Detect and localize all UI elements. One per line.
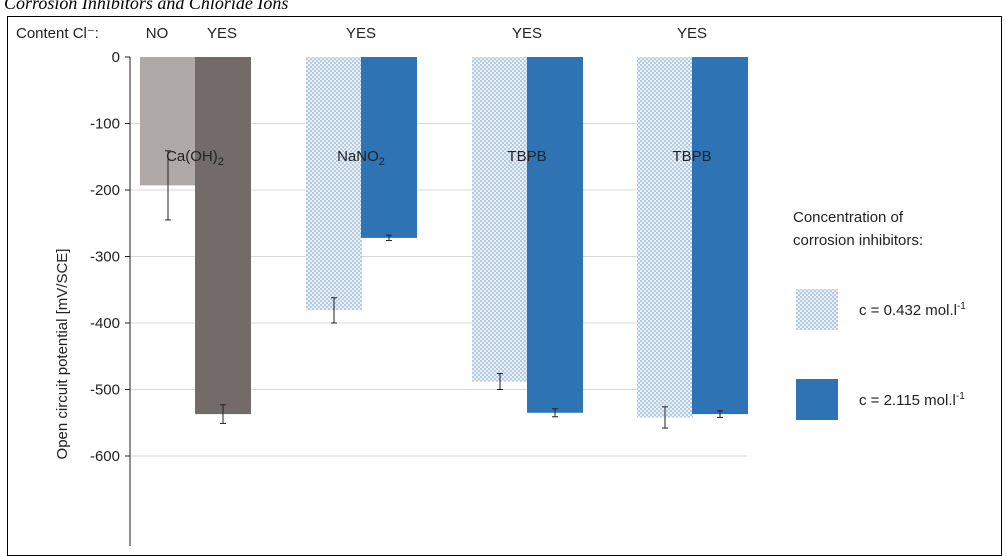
chloride-flag: YES (346, 25, 376, 42)
chloride-header: Content Cl⁻: (16, 25, 99, 42)
y-axis: 0 -100 -200 -300 -400 -500 -600 Open circuit po… (54, 49, 131, 546)
legend-title: corrosion inhibitors: (793, 232, 923, 249)
bar (637, 57, 693, 418)
legend-label: c = 0.432 mol.l-1 (859, 301, 966, 319)
y-axis-title: Open circuit potential [mV/SCE] (54, 249, 71, 460)
page-title: Corrosion Inhibitors and Chloride Ions (4, 0, 289, 13)
group-label: Ca(OH)2 (166, 148, 224, 168)
y-tick-label: -200 (90, 182, 120, 199)
y-tick-label: -100 (90, 116, 120, 133)
y-tick-label: -600 (90, 448, 120, 465)
y-tick-label: -500 (90, 382, 120, 399)
bars (140, 57, 748, 418)
bar (195, 57, 251, 415)
legend-swatch (796, 289, 838, 330)
legend-label: c = 2.115 mol.l-1 (859, 391, 965, 409)
labels: Content Cl⁻: NO YES YES YES YES Ca(OH)2 NaNO2 TB… (16, 25, 712, 168)
y-tick-label: 0 (112, 49, 120, 66)
chloride-flag: YES (207, 25, 237, 42)
group-label: NaNO2 (337, 148, 385, 168)
y-tick-label: -400 (90, 315, 120, 332)
chloride-flag: NO (146, 25, 169, 42)
bar (472, 57, 528, 382)
group-label: TBPB (672, 148, 711, 165)
legend-title: Concentration of (793, 209, 904, 226)
bar (306, 57, 362, 311)
bar (527, 57, 583, 413)
y-tick-label: -300 (90, 249, 120, 266)
chloride-flag: YES (677, 25, 707, 42)
bar (361, 57, 417, 238)
group-label: TBPB (507, 148, 546, 165)
legend: Concentration of corrosion inhibitors: c =… (793, 209, 966, 420)
chloride-flag: YES (512, 25, 542, 42)
error-bars (165, 150, 723, 429)
bar (692, 57, 748, 415)
legend-swatch (796, 379, 838, 420)
